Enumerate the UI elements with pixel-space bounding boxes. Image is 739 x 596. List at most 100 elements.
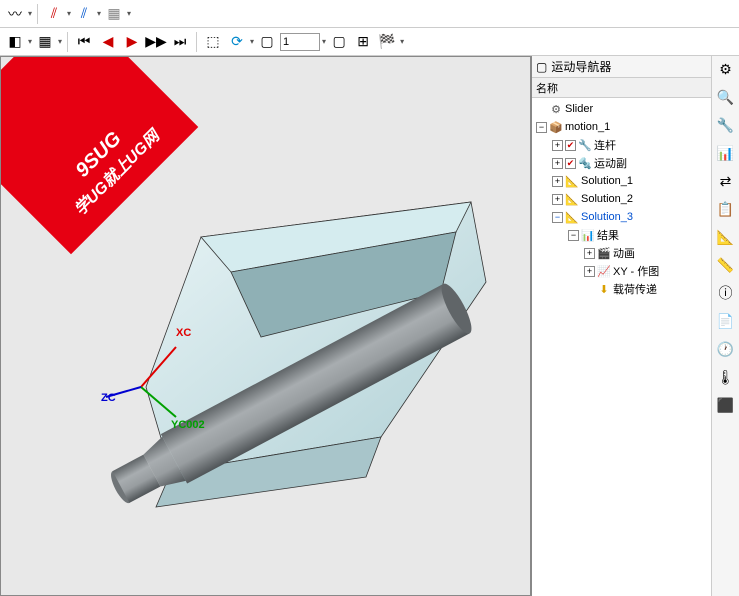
- play-prev-btn[interactable]: ◀: [97, 31, 119, 53]
- tb-geom1[interactable]: ⬚: [202, 31, 224, 53]
- dd-arrow[interactable]: ▾: [400, 37, 404, 46]
- tree-node-icon: 🔩: [578, 156, 592, 170]
- tb-axis3-btn[interactable]: ▦: [103, 3, 125, 25]
- strip-icon[interactable]: 🔧: [715, 114, 737, 136]
- tree-node-icon: 📐: [565, 210, 579, 224]
- nav-title: 运动导航器: [551, 58, 611, 75]
- strip-icon[interactable]: 📋: [715, 198, 737, 220]
- tree-node-icon: ⬇: [597, 282, 611, 296]
- tb-misc4[interactable]: ⊞: [352, 31, 374, 53]
- triad-x-label: XC: [176, 327, 191, 339]
- tree-toggle[interactable]: +: [552, 140, 563, 151]
- tree-item[interactable]: ⚙Slider: [532, 100, 711, 118]
- dd-arrow[interactable]: ▾: [97, 9, 101, 18]
- icon-strip: ⚙ 🔍 🔧 📊 ⇄ 📋 📐 📏 ⓘ 📄 🕐 🌡 ⬛: [711, 56, 739, 596]
- strip-icon[interactable]: ⓘ: [715, 282, 737, 304]
- frame-input[interactable]: [280, 33, 320, 51]
- tree-item[interactable]: +✔🔩运动副: [532, 154, 711, 172]
- tree-checkbox[interactable]: ✔: [565, 140, 576, 151]
- tree-label: motion_1: [565, 121, 610, 133]
- strip-icon[interactable]: ⚙: [715, 58, 737, 80]
- main-area: XC YC002 ZC 9SUG 学UG就上UG网 ▢ 运动导航器 名称 ⚙Sl…: [0, 56, 739, 596]
- tree-item[interactable]: +🎬动画: [532, 244, 711, 262]
- tree-item[interactable]: +✔🔧连杆: [532, 136, 711, 154]
- dd-arrow[interactable]: ▾: [28, 37, 32, 46]
- tb-misc3[interactable]: ▢: [328, 31, 350, 53]
- tree-toggle[interactable]: −: [568, 230, 579, 241]
- tree-label: Solution_3: [581, 211, 633, 223]
- tree-node-icon: 📈: [597, 264, 611, 278]
- tree-item[interactable]: −📦motion_1: [532, 118, 711, 136]
- strip-icon[interactable]: ⇄: [715, 170, 737, 192]
- tree-label: Slider: [565, 103, 593, 115]
- tree-item[interactable]: +📐Solution_2: [532, 190, 711, 208]
- strip-icon[interactable]: 📊: [715, 142, 737, 164]
- tree-toggle[interactable]: −: [552, 212, 563, 223]
- nav-col-name: 名称: [536, 80, 558, 96]
- tree-toggle[interactable]: +: [584, 248, 595, 259]
- toolbar-top: 〰 ▾ ⫽ ▾ ⫽ ▾ ▦ ▾: [0, 0, 739, 28]
- strip-icon[interactable]: ⬛: [715, 394, 737, 416]
- tree-checkbox[interactable]: ✔: [565, 158, 576, 169]
- strip-icon[interactable]: 🌡: [715, 366, 737, 388]
- viewport-3d[interactable]: XC YC002 ZC 9SUG 学UG就上UG网: [0, 56, 531, 596]
- tb-flag[interactable]: 🏁: [376, 31, 398, 53]
- tree-node-icon: ⚙: [549, 102, 563, 116]
- nav-header-icon: ▢: [536, 60, 547, 74]
- strip-icon[interactable]: 🔍: [715, 86, 737, 108]
- dd-arrow[interactable]: ▾: [67, 9, 71, 18]
- triad-y-label: YC002: [171, 419, 205, 431]
- tb-misc1[interactable]: ◧: [4, 31, 26, 53]
- play-next-btn[interactable]: ▶▶: [145, 31, 167, 53]
- dd-arrow[interactable]: ▾: [322, 37, 326, 46]
- tree-toggle[interactable]: +: [552, 158, 563, 169]
- nav-tree: ⚙Slider−📦motion_1+✔🔧连杆+✔🔩运动副+📐Solution_1…: [532, 98, 711, 596]
- strip-icon[interactable]: 🕐: [715, 338, 737, 360]
- tree-label: 运动副: [594, 155, 627, 171]
- tree-label: 结果: [597, 227, 619, 243]
- tree-node-icon: 📊: [581, 228, 595, 242]
- nav-column-header[interactable]: 名称: [532, 78, 711, 98]
- dd-arrow[interactable]: ▾: [127, 9, 131, 18]
- tb-geom3[interactable]: ▢: [256, 31, 278, 53]
- tb-axis1-btn[interactable]: ⫽: [43, 3, 65, 25]
- tree-toggle[interactable]: −: [536, 122, 547, 133]
- tree-label: 动画: [613, 245, 635, 261]
- tb-misc2[interactable]: ▦: [34, 31, 56, 53]
- tree-item[interactable]: −📊结果: [532, 226, 711, 244]
- separator: [67, 32, 68, 52]
- motion-navigator-panel: ▢ 运动导航器 名称 ⚙Slider−📦motion_1+✔🔧连杆+✔🔩运动副+…: [531, 56, 711, 596]
- tree-node-icon: 📐: [565, 174, 579, 188]
- tree-label: 连杆: [594, 137, 616, 153]
- tree-item[interactable]: −📐Solution_3: [532, 208, 711, 226]
- play-first-btn[interactable]: ⏮: [73, 31, 95, 53]
- tree-item[interactable]: +📐Solution_1: [532, 172, 711, 190]
- separator: [196, 32, 197, 52]
- dd-arrow[interactable]: ▾: [58, 37, 62, 46]
- tree-item[interactable]: +📈XY - 作图: [532, 262, 711, 280]
- tree-label: Solution_1: [581, 175, 633, 187]
- dd-arrow[interactable]: ▾: [28, 9, 32, 18]
- strip-icon[interactable]: 📏: [715, 254, 737, 276]
- dd-arrow[interactable]: ▾: [250, 37, 254, 46]
- tree-label: Solution_2: [581, 193, 633, 205]
- strip-icon[interactable]: 📐: [715, 226, 737, 248]
- triad-z-label: ZC: [101, 392, 116, 404]
- nav-header: ▢ 运动导航器: [532, 56, 711, 78]
- tb-geom2[interactable]: ⟳: [226, 31, 248, 53]
- tree-item[interactable]: ⬇载荷传递: [532, 280, 711, 298]
- play-btn[interactable]: ▶: [121, 31, 143, 53]
- tree-node-icon: 🔧: [578, 138, 592, 152]
- tree-toggle[interactable]: +: [552, 176, 563, 187]
- toolbar-playback: ◧ ▾ ▦ ▾ ⏮ ◀ ▶ ▶▶ ⏭ ⬚ ⟳ ▾ ▢ ▾ ▢ ⊞ 🏁 ▾: [0, 28, 739, 56]
- strip-icon[interactable]: 📄: [715, 310, 737, 332]
- tree-node-icon: 📦: [549, 120, 563, 134]
- tree-toggle[interactable]: +: [552, 194, 563, 205]
- tb-axis2-btn[interactable]: ⫽: [73, 3, 95, 25]
- tree-label: 载荷传递: [613, 281, 657, 297]
- tb-curve-btn[interactable]: 〰: [4, 3, 26, 25]
- play-last-btn[interactable]: ⏭: [169, 31, 191, 53]
- tree-toggle[interactable]: +: [584, 266, 595, 277]
- tree-node-icon: 🎬: [597, 246, 611, 260]
- separator: [37, 4, 38, 24]
